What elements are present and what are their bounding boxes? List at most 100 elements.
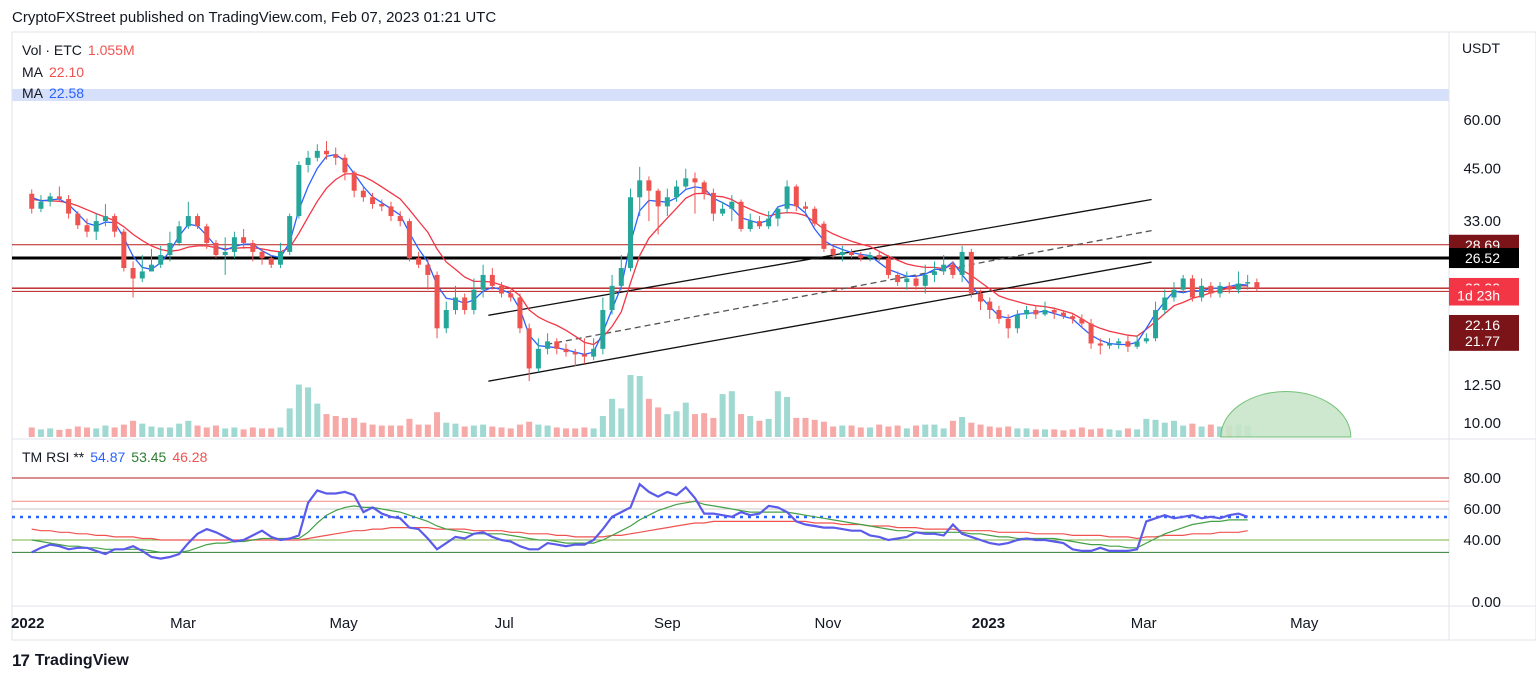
candle	[499, 282, 505, 298]
candle-body	[277, 251, 283, 265]
candle-body	[268, 258, 274, 265]
candle	[1014, 310, 1020, 334]
candle	[489, 268, 495, 290]
candle	[158, 245, 164, 269]
volume-bar	[765, 418, 772, 437]
candle	[1097, 338, 1103, 355]
candle	[821, 221, 827, 252]
candle	[931, 261, 937, 283]
volume-bar	[710, 417, 717, 437]
candle	[342, 154, 348, 181]
candle-body	[1217, 285, 1223, 294]
volume-bar	[830, 426, 837, 437]
candle-body	[176, 226, 182, 243]
candle	[443, 301, 449, 334]
candle	[1033, 305, 1039, 319]
candle-body	[738, 201, 744, 229]
rsi-series-slow	[31, 520, 1248, 541]
volume-bar	[1069, 429, 1076, 437]
candle-body	[185, 216, 191, 227]
candle-body	[508, 293, 514, 298]
candle-body	[618, 268, 624, 286]
volume-bar	[369, 424, 376, 437]
volume-legend[interactable]: Vol · ETC 1.055M	[22, 42, 135, 58]
candle-body	[1070, 316, 1076, 319]
candle-body	[1060, 312, 1066, 317]
candle-body	[250, 242, 256, 252]
volume-bar	[130, 420, 137, 437]
volume-bar	[93, 428, 100, 437]
price-label: 26.52	[1465, 250, 1500, 266]
candle-body	[849, 251, 855, 256]
candle-body	[333, 154, 339, 158]
volume-bar	[1170, 420, 1177, 437]
candle-body	[526, 328, 532, 369]
candle	[885, 255, 891, 279]
candle	[1116, 338, 1122, 349]
candle-body	[572, 352, 578, 355]
candle-body	[406, 221, 412, 259]
price-tick-label: 33.00	[1463, 213, 1501, 230]
rsi-value-1: 54.87	[90, 449, 126, 465]
volume-bar	[544, 425, 551, 437]
ma-slow-legend[interactable]: MA 22.58	[22, 85, 84, 101]
volume-bar	[811, 419, 818, 437]
candle-body	[29, 193, 35, 209]
candle	[775, 206, 781, 227]
time-tick-label: May	[329, 615, 358, 632]
candle	[1005, 314, 1011, 339]
candle-body	[978, 293, 984, 302]
volume-bar	[728, 391, 735, 437]
volume-bar	[913, 425, 920, 437]
volume-bar	[1161, 422, 1168, 437]
tradingview-brand: TradingView	[34, 652, 129, 669]
volume-bar	[415, 424, 422, 437]
candle	[1180, 274, 1186, 294]
candle	[1199, 278, 1205, 302]
time-tick-label: Nov	[815, 615, 842, 632]
volume-bar	[37, 429, 44, 437]
volume-bar	[434, 412, 441, 437]
candle	[664, 188, 670, 217]
volume-bar	[1005, 426, 1012, 437]
ma-fast-legend[interactable]: MA 22.10	[22, 64, 84, 80]
candle	[287, 213, 293, 256]
candle	[591, 338, 597, 361]
candle	[581, 338, 587, 364]
tradingview-footer[interactable]: 17 TradingView	[12, 651, 129, 671]
candle	[1042, 301, 1048, 317]
candle	[1189, 274, 1195, 302]
candle	[471, 278, 477, 315]
candle-body	[1106, 343, 1112, 346]
candle	[858, 251, 864, 262]
price-label: 1d 23h	[1457, 288, 1500, 304]
candle-body	[1180, 278, 1186, 290]
volume-bar	[231, 427, 238, 437]
candle	[360, 186, 366, 202]
candle-body	[121, 231, 127, 269]
candle-body	[480, 274, 486, 290]
volume-bar	[802, 417, 809, 437]
volume-bar	[360, 422, 367, 437]
volume-bar	[701, 413, 708, 437]
candle	[978, 289, 984, 311]
volume-bar	[756, 420, 763, 437]
rsi-legend[interactable]: TM RSI ** 54.87 53.45 46.28	[22, 449, 207, 465]
volume-bar	[590, 428, 597, 437]
candle	[1051, 307, 1057, 319]
chart-frame	[11, 31, 1536, 641]
candle-body	[775, 208, 781, 219]
candle-body	[830, 248, 836, 256]
candle-body	[158, 255, 164, 265]
candle	[397, 211, 403, 227]
rsi-pane	[12, 477, 1449, 560]
ma-slow-label: MA	[22, 85, 43, 101]
volume-bar	[1198, 426, 1205, 437]
volume-bar	[793, 417, 800, 437]
candle	[683, 168, 689, 189]
candle-body	[968, 251, 974, 294]
candle	[1153, 301, 1159, 342]
candle	[849, 248, 855, 259]
candle	[563, 343, 569, 357]
